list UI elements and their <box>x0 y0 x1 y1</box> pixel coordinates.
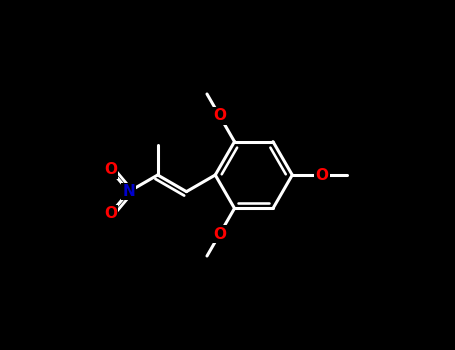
Text: O: O <box>104 162 117 177</box>
Text: O: O <box>213 108 226 124</box>
Text: N: N <box>122 184 135 199</box>
Text: O: O <box>315 168 329 182</box>
Text: O: O <box>104 206 117 221</box>
Text: O: O <box>213 226 226 242</box>
